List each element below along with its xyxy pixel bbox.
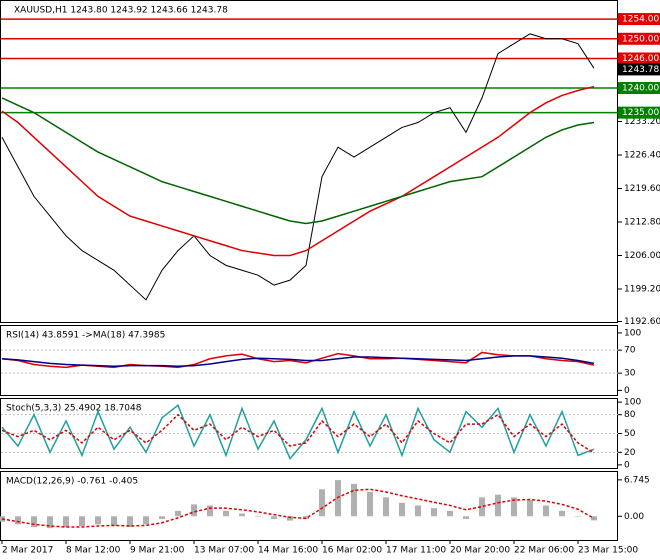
histogram-bar — [543, 505, 549, 517]
series-line — [1, 97, 595, 225]
level-label: 1250.00 — [622, 34, 659, 44]
series-line — [1, 488, 595, 528]
histogram-bar — [399, 502, 405, 517]
histogram-bar — [559, 510, 565, 517]
histogram-bar — [303, 516, 309, 519]
histogram-bar — [143, 516, 149, 525]
histogram-bar — [239, 513, 245, 517]
macd-panel — [0, 471, 618, 541]
y-tick-label: 1233.20 — [624, 117, 660, 127]
histogram-bar — [159, 516, 165, 519]
histogram-bar — [127, 516, 133, 528]
x-tick-label: 20 Mar 20:00 — [450, 546, 510, 556]
y-tick-label: 1219.60 — [624, 184, 660, 194]
histogram-bar — [15, 516, 21, 525]
histogram-bar — [367, 491, 373, 517]
y-tick-label: 0 — [624, 460, 630, 470]
y-tick-label: 1199.20 — [624, 284, 660, 294]
y-tick-label: 50 — [624, 429, 636, 439]
y-tick-label: 30 — [624, 369, 636, 379]
panel-title: MACD(12,26,9) -0.761 -0.405 — [6, 477, 138, 487]
x-tick-label: 23 Mar 15:00 — [578, 546, 638, 556]
histogram-bar — [191, 504, 197, 517]
histogram-bar — [415, 505, 421, 517]
y-tick-label: 1226.40 — [624, 151, 660, 161]
histogram-bar — [31, 516, 37, 528]
x-tick-label: 22 Mar 06:00 — [514, 546, 574, 556]
y-tick-label: 0.00 — [624, 512, 644, 522]
histogram-bar — [479, 497, 485, 517]
histogram-bar — [463, 516, 469, 519]
panel-title: RSI(14) 43.8591 ->MA(18) 47.3985 — [6, 331, 165, 341]
histogram-bar — [319, 489, 325, 517]
histogram-bar — [447, 510, 453, 517]
level-label: 1235.00 — [622, 108, 659, 118]
level-label-box — [618, 52, 660, 65]
y-tick-label: 1212.80 — [624, 218, 660, 228]
series-line — [1, 404, 595, 461]
series-line — [1, 85, 595, 257]
level-label: 1240.00 — [622, 84, 659, 94]
histogram-bar — [351, 483, 357, 517]
level-label-box — [618, 32, 660, 45]
x-tick-label: 9 Mar 21:00 — [130, 546, 185, 556]
histogram-bar — [527, 500, 533, 517]
y-tick-label: 80 — [624, 410, 636, 420]
histogram-bar — [255, 516, 261, 517]
histogram-bar — [511, 497, 517, 517]
y-tick-label: 6.745 — [624, 475, 650, 485]
histogram-bar — [95, 516, 101, 525]
y-tick-label: 1192.60 — [624, 317, 660, 327]
level-label-box — [618, 13, 660, 26]
histogram-bar — [63, 516, 69, 528]
histogram-bar — [383, 497, 389, 517]
histogram-bar — [207, 505, 213, 517]
histogram-bar — [175, 510, 181, 517]
histogram-bar — [47, 516, 53, 529]
panel-title: XAUUSD,H1 1243.80 1243.92 1243.66 1243.7… — [14, 6, 228, 16]
level-label: 1243.78 — [622, 65, 659, 75]
histogram-bar — [431, 508, 437, 517]
histogram-bar — [495, 494, 501, 517]
y-tick-label: 100 — [624, 328, 641, 338]
y-tick-label: 20 — [624, 448, 636, 458]
level-label-box — [618, 63, 660, 76]
y-tick-label: 1206.00 — [624, 251, 660, 261]
series-line — [1, 413, 595, 454]
histogram-bar — [271, 516, 277, 519]
histogram-bar — [287, 516, 293, 521]
level-label-box — [618, 82, 660, 95]
series-line — [1, 33, 595, 301]
panel-title: Stoch(5,3,3) 25.4902 18.7048 — [6, 404, 142, 414]
y-tick-label: 0 — [624, 386, 630, 396]
series-line — [1, 355, 595, 368]
histogram-bar — [223, 510, 229, 517]
x-tick-label: 14 Mar 16:00 — [258, 546, 318, 556]
rsi-panel — [0, 325, 618, 396]
level-label: 1254.00 — [622, 15, 659, 25]
price-panel — [0, 0, 618, 323]
x-tick-label: 8 Mar 12:00 — [66, 546, 121, 556]
x-tick-label: 16 Mar 02:00 — [322, 546, 382, 556]
level-label: 1246.00 — [622, 54, 659, 64]
histogram-bar — [575, 516, 581, 517]
x-tick-label: 2 Mar 2017 — [2, 546, 53, 556]
level-label-box — [618, 106, 660, 119]
x-tick-label: 17 Mar 11:00 — [386, 546, 446, 556]
histogram-bar — [111, 516, 117, 526]
histogram-bar — [79, 516, 85, 526]
x-tick-label: 13 Mar 07:00 — [194, 546, 254, 556]
y-tick-label: 100 — [624, 398, 641, 408]
y-tick-label: 70 — [624, 346, 636, 356]
